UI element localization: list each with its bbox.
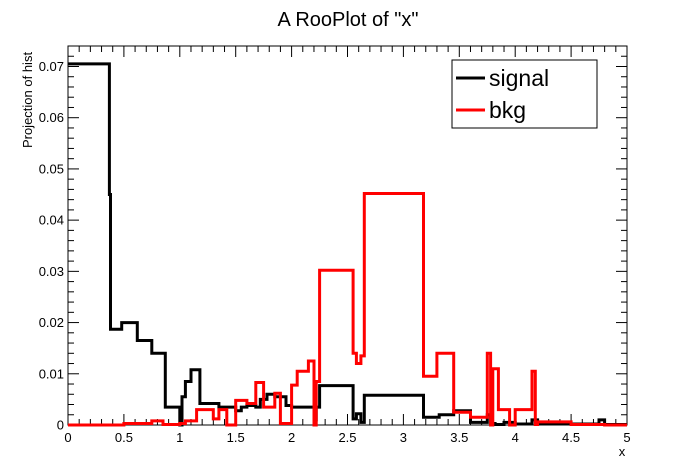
x-tick-label: 5	[623, 430, 630, 445]
x-tick-label: 0	[64, 430, 71, 445]
x-tick-label: 4.5	[562, 430, 580, 445]
legend-box	[451, 59, 598, 129]
legend-label-signal: signal	[489, 65, 549, 91]
legend: signal bkg	[451, 59, 598, 129]
x-tick-label: 1	[176, 430, 183, 445]
y-tick-label: 0.04	[39, 213, 64, 228]
x-tick-label: 3.5	[450, 430, 468, 445]
y-tick-label: 0.03	[39, 264, 64, 279]
y-tick-label: 0.05	[39, 161, 64, 176]
series-line-bkg	[68, 192, 627, 427]
y-tick-label: 0.06	[39, 110, 64, 125]
y-tick-label: 0.02	[39, 315, 64, 330]
x-axis-label: x	[619, 444, 626, 459]
series-layer	[68, 62, 627, 427]
y-axis-label: Projection of hist	[20, 52, 35, 148]
y-tick-label: 0.07	[39, 59, 64, 74]
x-tick-label: 0.5	[115, 430, 133, 445]
x-tick-label: 2	[288, 430, 295, 445]
x-tick-label: 4	[512, 430, 519, 445]
y-axis: 0 0.01 0.02 0.03 0.04 0.05 0.06 0.07	[39, 55, 627, 433]
y-tick-label: 0.01	[39, 366, 64, 381]
x-tick-label: 2.5	[338, 430, 356, 445]
legend-label-bkg: bkg	[489, 97, 526, 123]
x-tick-label: 1.5	[227, 430, 245, 445]
y-tick-label: 0	[57, 418, 64, 433]
x-tick-label: 3	[400, 430, 407, 445]
chart-title: A RooPlot of "x"	[278, 9, 419, 31]
